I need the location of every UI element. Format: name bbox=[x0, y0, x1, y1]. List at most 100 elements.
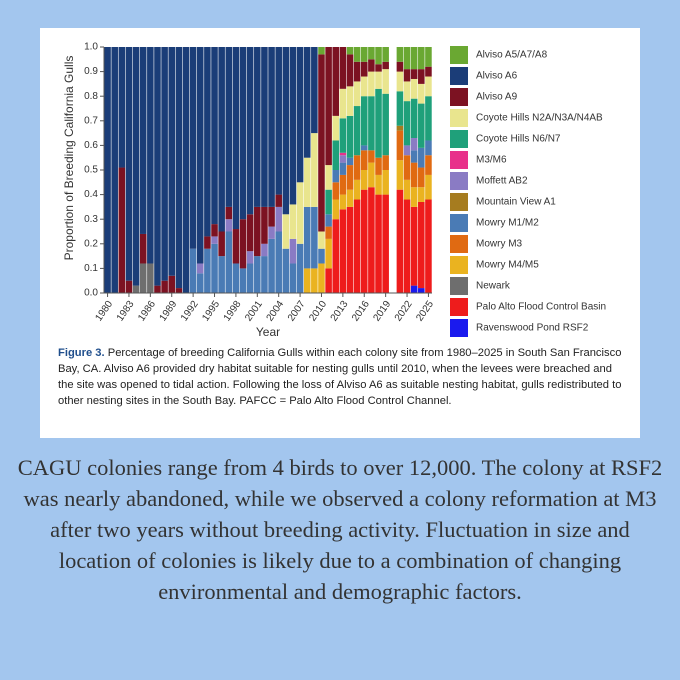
bar-segment bbox=[425, 140, 432, 156]
legend-swatch bbox=[450, 298, 468, 316]
bar-segment bbox=[318, 47, 325, 55]
bar-segment bbox=[353, 106, 361, 156]
bar-segment bbox=[410, 69, 418, 79]
bar-segment bbox=[139, 47, 147, 234]
bar-segment bbox=[318, 54, 325, 232]
bar-segment bbox=[353, 61, 361, 82]
bar-segment bbox=[318, 231, 325, 249]
x-tick-label: 2007 bbox=[286, 299, 308, 324]
bar-segment bbox=[139, 263, 147, 293]
x-tick-label: 1998 bbox=[222, 299, 244, 324]
bar-segment bbox=[182, 47, 190, 293]
bar-segment bbox=[139, 233, 147, 264]
bar-segment bbox=[346, 54, 354, 87]
bar-segment bbox=[346, 115, 354, 158]
bar-segment bbox=[118, 167, 126, 293]
bar-segment bbox=[168, 47, 176, 276]
x-tick-label: 2013 bbox=[329, 299, 351, 324]
bar-segment bbox=[382, 170, 389, 195]
bar-segment bbox=[125, 280, 133, 293]
bar-segment bbox=[425, 47, 432, 67]
y-axis-label: Proportion of Breeding California Gulls bbox=[62, 56, 76, 261]
bar-segment bbox=[403, 199, 411, 293]
bar-segment bbox=[332, 115, 340, 141]
bar-segment bbox=[303, 47, 311, 158]
bar-segment bbox=[246, 47, 254, 215]
y-tick-label: 0.7 bbox=[84, 115, 98, 126]
bar-segment bbox=[211, 236, 218, 244]
bar-segment bbox=[239, 219, 247, 269]
bar-segment bbox=[353, 81, 361, 107]
bar-segment bbox=[268, 206, 275, 227]
x-tick-label: 1992 bbox=[179, 299, 201, 324]
bar-segment bbox=[332, 219, 340, 293]
bar-segment bbox=[311, 133, 318, 207]
bar-segment bbox=[360, 96, 368, 146]
bar-segment bbox=[318, 263, 325, 293]
x-tick-label: 2016 bbox=[350, 299, 372, 324]
bar-segment bbox=[189, 47, 197, 249]
bar-segment bbox=[147, 47, 154, 264]
legend-label: Alviso A9 bbox=[476, 92, 518, 103]
bar-segment bbox=[403, 155, 411, 180]
bar-segment bbox=[218, 47, 225, 232]
legend-swatch bbox=[450, 193, 468, 211]
y-tick-label: 0.1 bbox=[84, 263, 98, 274]
bar-segment bbox=[325, 226, 332, 239]
bar-segment bbox=[396, 130, 404, 161]
bar-segment bbox=[382, 93, 389, 156]
bar-segment bbox=[353, 47, 361, 62]
bar-segment bbox=[218, 231, 225, 257]
bar-segment bbox=[375, 157, 382, 175]
legend-swatch bbox=[450, 151, 468, 169]
x-tick-label: 1995 bbox=[200, 299, 222, 324]
legend-label: Mowry M1/M2 bbox=[476, 218, 539, 229]
bar-segment bbox=[410, 47, 418, 70]
bar-segment bbox=[161, 280, 168, 293]
bar-segment bbox=[410, 162, 418, 188]
bar-segment bbox=[346, 206, 354, 293]
bar-segment bbox=[218, 256, 225, 293]
bar-segment bbox=[368, 187, 375, 293]
bar-segment bbox=[418, 83, 425, 104]
legend-label: Alviso A5/A7/A8 bbox=[476, 50, 548, 61]
bar-segment bbox=[261, 256, 268, 293]
bar-segment bbox=[360, 150, 368, 170]
bar-segment bbox=[382, 47, 389, 62]
bar-segment bbox=[368, 150, 375, 163]
bar-segment bbox=[418, 69, 425, 84]
bar-segment bbox=[339, 88, 347, 119]
legend-label: Ravenswood Pond RSF2 bbox=[476, 323, 589, 334]
x-tick-label: 2019 bbox=[371, 299, 393, 324]
bar-segment bbox=[204, 248, 211, 293]
bar-segment bbox=[403, 101, 411, 146]
bar-segment bbox=[254, 206, 261, 257]
bar-segment bbox=[246, 214, 254, 252]
bar-segment bbox=[296, 243, 304, 293]
y-tick-label: 0.2 bbox=[84, 238, 98, 249]
bar-segment bbox=[275, 47, 282, 195]
x-tick-label: 1986 bbox=[136, 299, 158, 324]
bar-segment bbox=[175, 288, 183, 293]
bar-segment bbox=[325, 47, 332, 166]
bar-segment bbox=[418, 167, 425, 188]
bar-segment bbox=[261, 47, 268, 207]
legend-swatch bbox=[450, 319, 468, 337]
bar-segment bbox=[425, 66, 432, 77]
y-tick-label: 1.0 bbox=[84, 42, 98, 53]
bar-segment bbox=[410, 78, 418, 99]
bar-segment bbox=[396, 71, 404, 92]
bar-segment bbox=[282, 214, 290, 249]
bar-segment bbox=[332, 170, 340, 183]
legend-swatch bbox=[450, 277, 468, 295]
bar-segment bbox=[396, 61, 404, 72]
bar-segment bbox=[311, 268, 318, 293]
bar-segment bbox=[104, 47, 111, 293]
bar-segment bbox=[339, 152, 347, 156]
legend-swatch bbox=[450, 256, 468, 274]
legend-swatch bbox=[450, 172, 468, 190]
legend-label: Alviso A6 bbox=[476, 71, 518, 82]
bar-segment bbox=[325, 165, 332, 190]
bar-segment bbox=[339, 162, 347, 175]
bar-segment bbox=[332, 47, 340, 116]
